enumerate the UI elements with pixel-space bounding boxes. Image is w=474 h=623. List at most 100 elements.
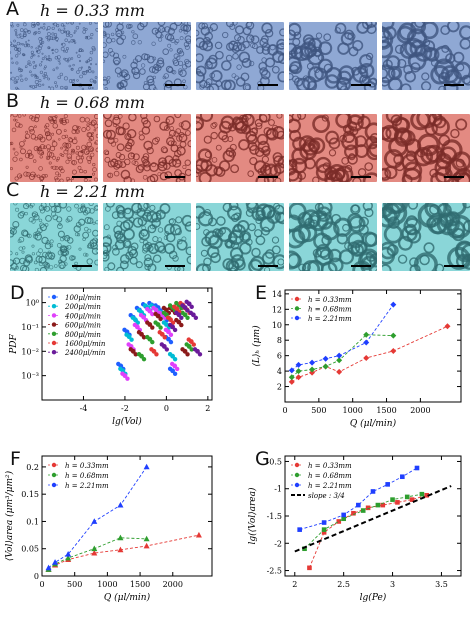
y-tick-label: 10⁰: [26, 299, 39, 308]
legend-marker: [294, 296, 300, 302]
data-point: [65, 550, 72, 557]
y-tick-label: 4: [277, 367, 282, 376]
data-point: [295, 361, 302, 368]
data-point: [365, 505, 371, 511]
data-point: [150, 325, 155, 330]
micrograph-tile: [196, 22, 284, 90]
data-point: [153, 311, 158, 317]
x-tick-label: 0: [39, 580, 44, 589]
data-point: [122, 327, 127, 333]
data-point: [172, 356, 178, 362]
legend-entry: h = 0.33mm: [308, 462, 352, 470]
y-tick-label: 8: [277, 336, 282, 345]
x-tick-label: 0: [164, 404, 169, 413]
data-point: [52, 559, 59, 565]
y-tick-label: 2: [277, 383, 282, 392]
micrograph-tile: [103, 203, 191, 271]
x-tick-label: 3: [390, 580, 395, 589]
data-point: [185, 352, 190, 357]
legend-marker: [51, 482, 57, 488]
micrograph-tile: [382, 114, 470, 182]
y-tick-label: 10⁻³: [21, 372, 39, 381]
data-point: [168, 332, 174, 338]
data-point: [189, 304, 194, 310]
data-point: [336, 352, 343, 359]
data-point: [116, 361, 121, 367]
data-point: [363, 339, 370, 346]
micrograph-tile: [196, 114, 284, 182]
data-point: [174, 310, 179, 315]
data-point: [91, 518, 98, 524]
data-point: [136, 308, 142, 313]
data-point: [360, 508, 366, 513]
data-point: [145, 320, 150, 325]
chart-d: -4 -2 0 2 10⁰ 10⁻¹ 10⁻² 10⁻³ lg(Vol) PDF 100μl/min…: [9, 287, 213, 427]
data-point: [414, 465, 420, 471]
scale-bar: [351, 265, 371, 267]
data-point: [309, 359, 316, 366]
data-point: [154, 352, 159, 357]
data-point: [130, 315, 135, 320]
data-point: [395, 500, 400, 505]
micrograph-tile: [196, 203, 284, 271]
data-point: [129, 337, 134, 342]
data-point: [118, 366, 123, 371]
x-tick-label: 2000: [410, 406, 430, 415]
legend-entry: h = 0.33mm: [308, 296, 352, 304]
y-tick-label: -1.5: [267, 512, 282, 521]
data-point: [179, 315, 184, 320]
data-point: [157, 330, 162, 335]
scale-bar: [444, 84, 464, 86]
y-axis-label: lg(⟨Vol⟩area): [247, 487, 258, 545]
data-point: [143, 463, 150, 470]
legend-entry: h = 2.21mm: [308, 315, 352, 323]
data-point: [185, 308, 190, 313]
legend-entry: 800μl/min: [65, 331, 101, 339]
data-point: [163, 327, 169, 333]
data-point: [174, 300, 179, 306]
legend-marker: [51, 313, 57, 318]
legend-marker: [51, 340, 57, 346]
legend-entry: 600μl/min: [65, 322, 101, 330]
scale-bar: [444, 265, 464, 267]
data-point: [124, 332, 129, 337]
y-tick-label: 10⁻²: [21, 347, 39, 356]
data-point: [424, 492, 430, 498]
data-point: [295, 374, 302, 381]
legend-marker: [51, 472, 57, 478]
scale-bar: [72, 265, 92, 267]
legend-marker: [51, 331, 57, 336]
scale-bar: [72, 176, 92, 178]
data-point: [162, 335, 167, 340]
legend-entry: h = 0.68mm: [65, 472, 109, 480]
data-point: [45, 564, 52, 571]
micrograph-tile: [382, 203, 470, 271]
data-point: [172, 304, 177, 309]
legend-entry: 2400μl/min: [64, 349, 106, 357]
scale-bar: [258, 176, 278, 178]
data-point: [341, 512, 346, 518]
data-point: [400, 474, 405, 480]
data-point: [336, 368, 343, 375]
data-point: [322, 363, 329, 370]
x-tick-label: 2: [205, 404, 210, 413]
data-point: [91, 545, 98, 552]
data-point: [336, 519, 342, 524]
data-point: [288, 374, 295, 381]
data-point: [375, 502, 381, 508]
data-point: [363, 354, 370, 361]
plot-frame: [284, 289, 462, 403]
data-point: [65, 554, 72, 561]
data-point: [151, 305, 156, 311]
row-title-a: h = 0.33 mm: [40, 1, 145, 20]
data-point: [141, 335, 147, 340]
scale-bar: [258, 84, 278, 86]
scale-bar: [351, 84, 371, 86]
x-tick-label: 500: [67, 580, 82, 589]
y-tick-label: 0: [34, 572, 39, 581]
legend-marker: [294, 315, 300, 321]
micrograph-tile: [382, 22, 470, 90]
chart-f: 0 500 1000 1500 2000 0 0.05 0.1 0.15 0.2 Q (μl/min…: [4, 455, 213, 603]
x-axis-label: lg(Vol): [112, 416, 142, 427]
y-tick-label: 0.2: [26, 463, 39, 472]
